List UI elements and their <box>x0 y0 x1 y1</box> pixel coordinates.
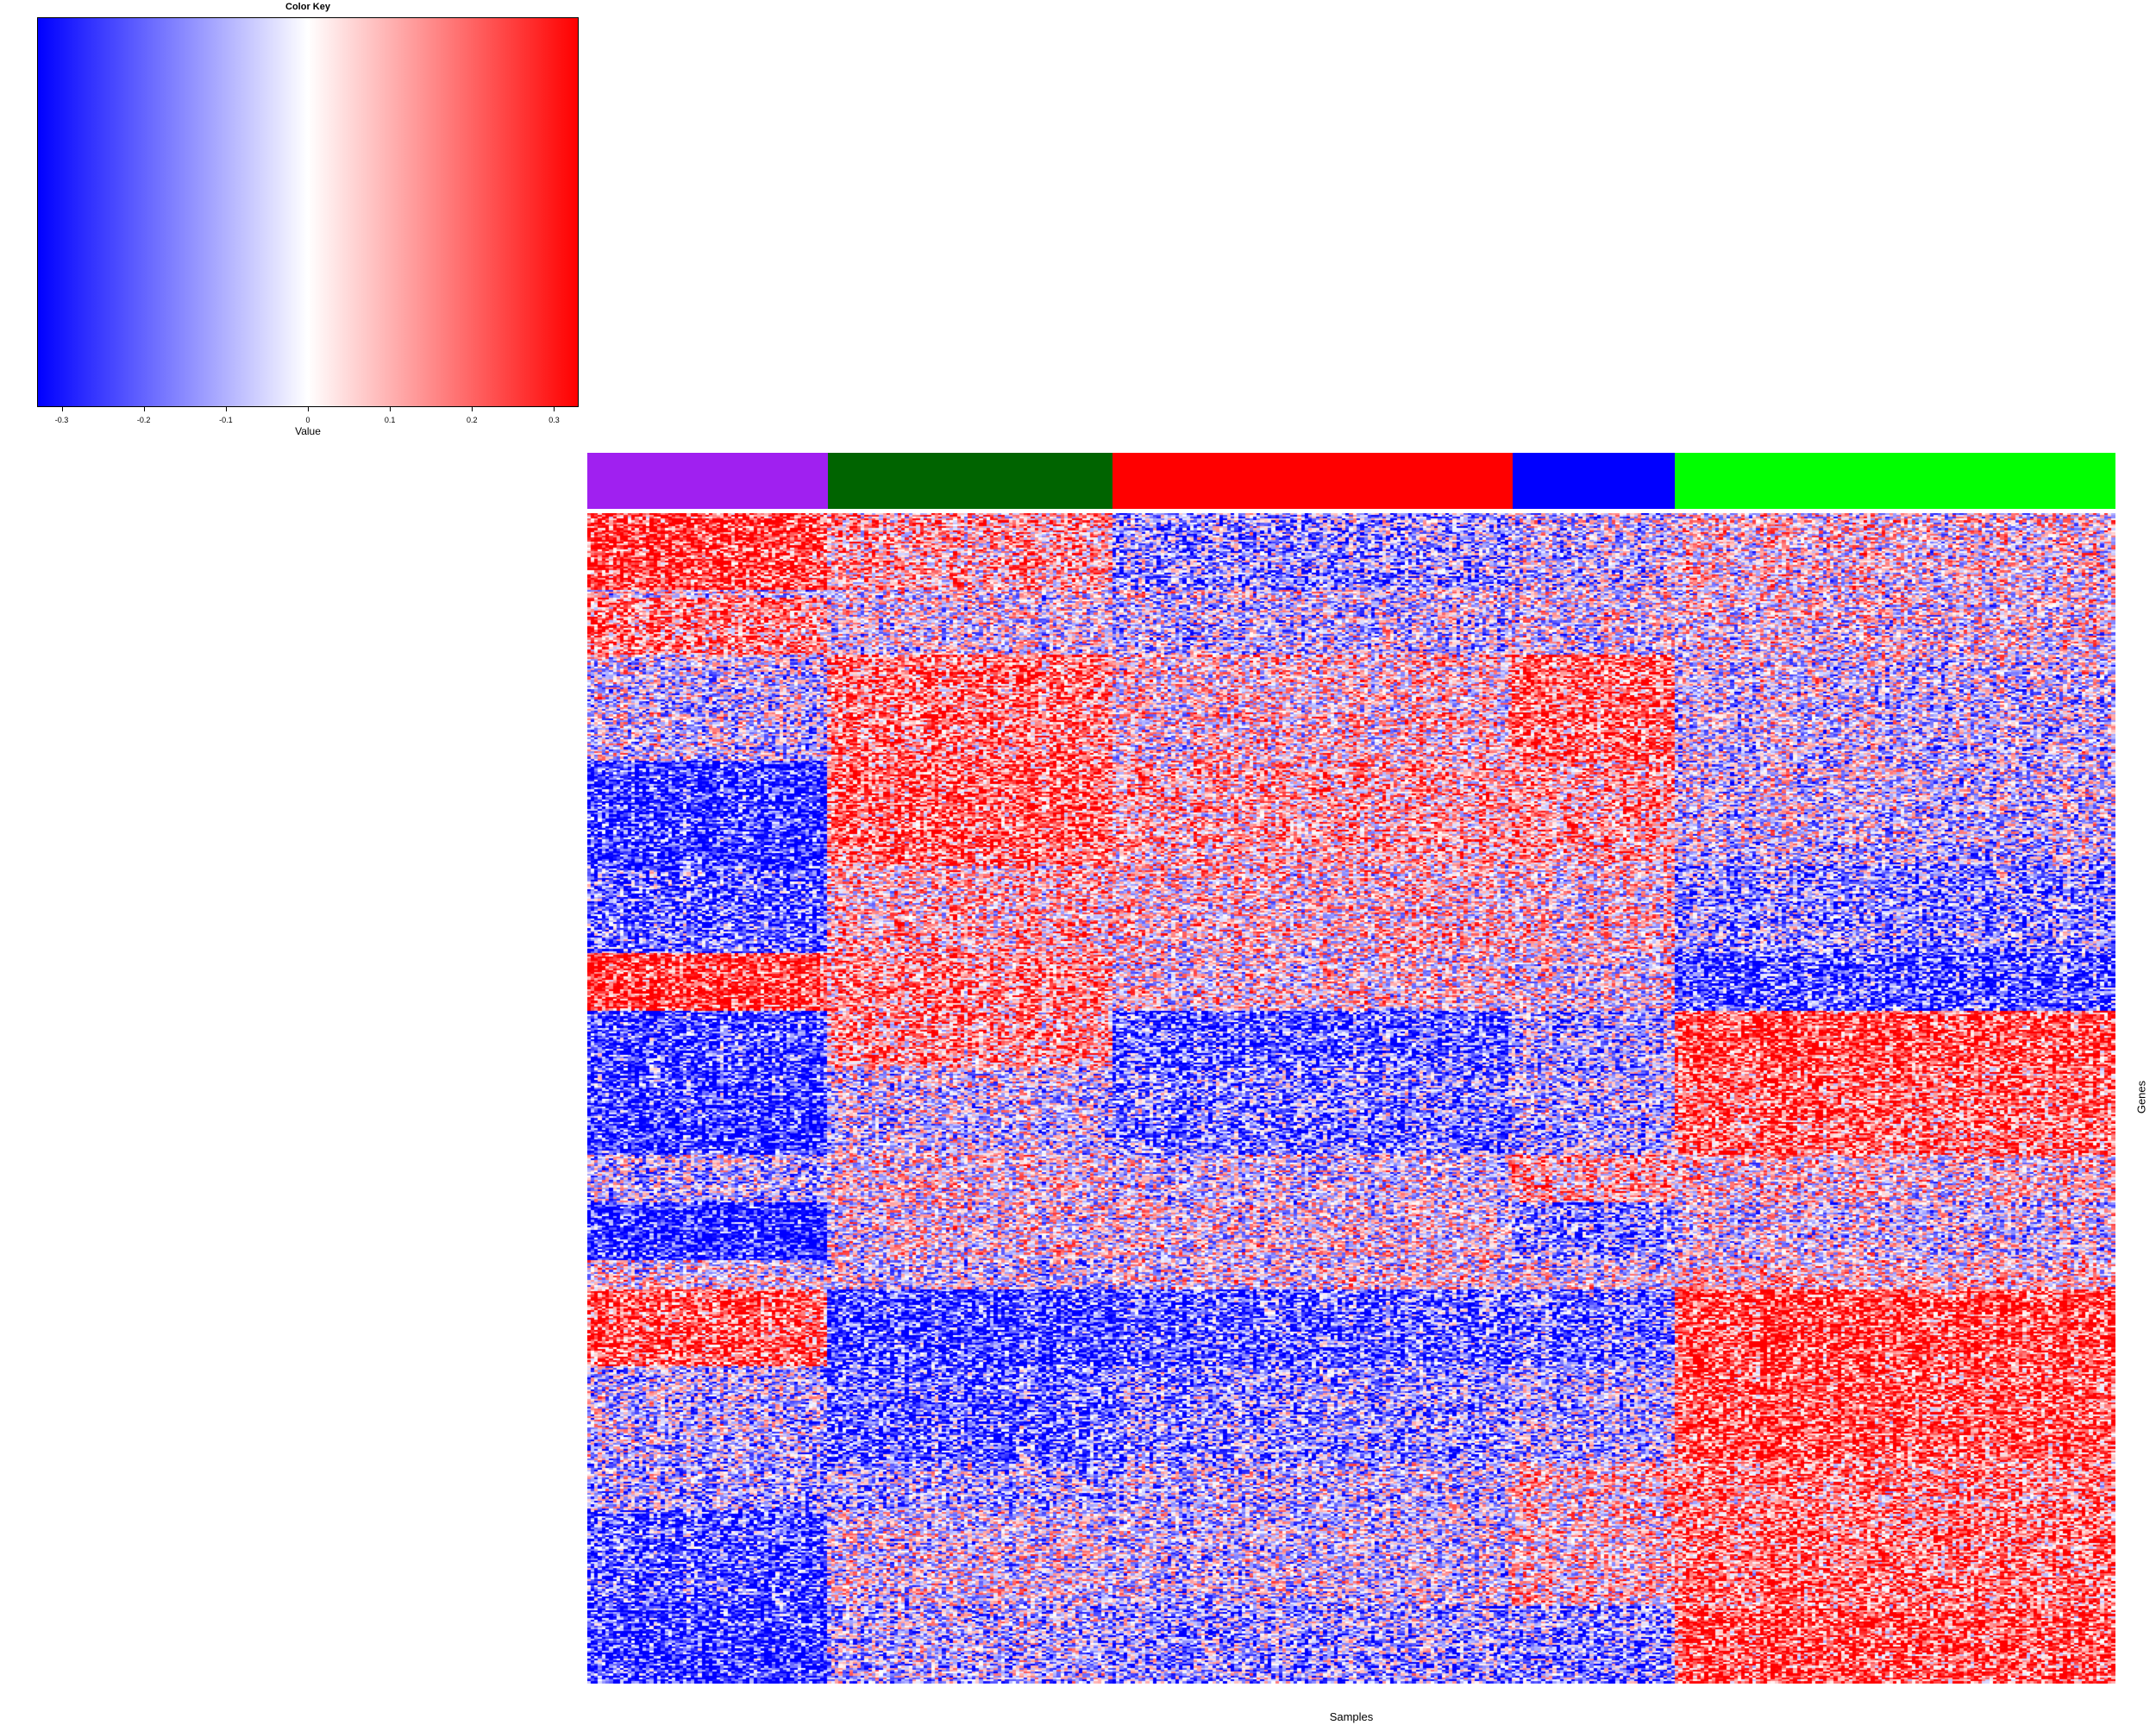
column-group-bar <box>1512 453 1676 509</box>
heatmap-grid <box>587 513 2115 1684</box>
color-key-tick <box>308 407 309 411</box>
color-key-tick-label: -0.2 <box>136 416 151 424</box>
color-key-title: Color Key <box>285 2 330 12</box>
column-side-colors <box>587 453 2115 509</box>
x-axis-label: Samples <box>1329 1710 1374 1723</box>
color-key-tick-label: 0.1 <box>384 416 396 424</box>
y-axis-label: Genes <box>2134 1080 2148 1114</box>
column-group-bar <box>587 453 828 509</box>
color-key-tick-label: -0.3 <box>54 416 69 424</box>
color-key-tick-label: 0.3 <box>548 416 560 424</box>
color-key-tick <box>143 407 145 411</box>
color-key-tick <box>390 407 392 411</box>
color-key-tick <box>554 407 555 411</box>
column-group-bar <box>827 453 1113 509</box>
color-key-tick-label: 0.2 <box>467 416 478 424</box>
color-key-tick-label: 0 <box>305 416 310 424</box>
column-group-bar <box>1675 453 2115 509</box>
color-key-tick <box>225 407 227 411</box>
color-key-tick <box>472 407 473 411</box>
color-key-xlabel: Value <box>295 425 321 437</box>
color-key-axis: -0.3 -0.2 -0.1 0 0.1 0.2 0.3 <box>37 407 579 424</box>
column-group-bar <box>1112 453 1513 509</box>
color-key-tick <box>61 407 63 411</box>
color-key-tick-label: -0.1 <box>219 416 233 424</box>
color-key-gradient <box>37 17 579 407</box>
